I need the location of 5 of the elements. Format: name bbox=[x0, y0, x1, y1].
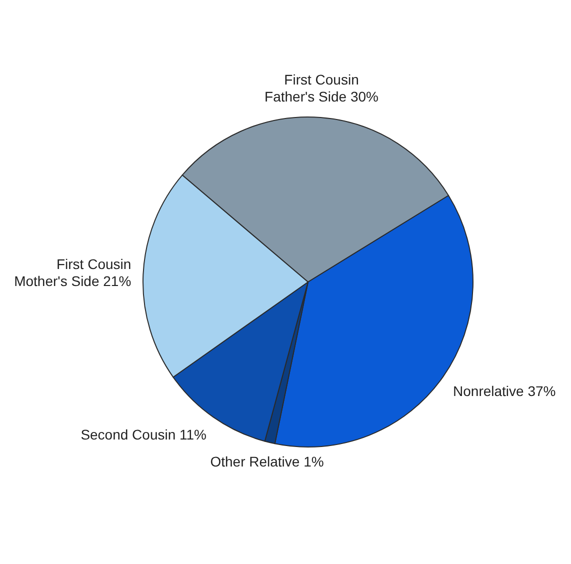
slice-label: First Cousin Father's Side 30% bbox=[264, 72, 379, 105]
slice-label: Nonrelative 37% bbox=[453, 382, 556, 399]
slice-label: Second Cousin 11% bbox=[80, 426, 207, 442]
slice-label: First Cousin Mother's Side 21% bbox=[14, 256, 132, 290]
slice-label: Other Relative 1% bbox=[210, 454, 324, 470]
